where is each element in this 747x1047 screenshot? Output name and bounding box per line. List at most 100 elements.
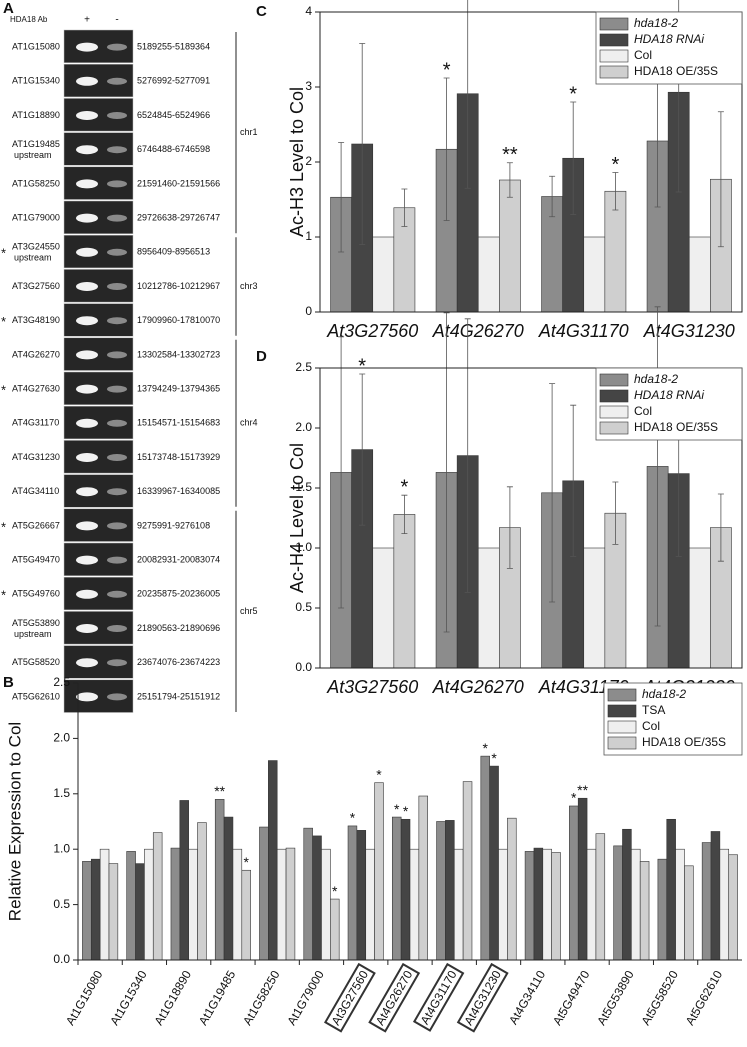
error-bar <box>359 43 366 245</box>
region-label: 13302584-13302723 <box>137 349 220 359</box>
legend-swatch <box>599 33 629 47</box>
gel-band <box>107 385 127 393</box>
region-label: 15173748-15173929 <box>137 452 220 462</box>
gel-band <box>107 77 127 85</box>
gel-band <box>76 521 98 531</box>
error-bar <box>549 383 556 603</box>
gene-label: AT1G18890 <box>12 110 60 120</box>
error-bar <box>570 404 577 557</box>
gene-label: AT1G58250 <box>12 178 60 188</box>
significance-mark: * <box>569 83 577 105</box>
x-tick-label: At5G49470 <box>550 968 593 1028</box>
legend-label: HDA18 RNAi <box>634 32 704 46</box>
x-tick-group: At4G34110 <box>506 968 548 1027</box>
bar <box>144 848 154 961</box>
category-box <box>323 962 376 1033</box>
gel-band <box>107 693 127 701</box>
bar <box>232 848 243 961</box>
category-box <box>412 962 465 1032</box>
bar <box>108 863 119 961</box>
error-bar <box>549 175 556 218</box>
y-tick-label: 1.0 <box>295 540 312 554</box>
region-label: 6746488-6746598 <box>137 144 210 154</box>
y-axis-title: Ac-H4 Level to Col <box>287 443 307 593</box>
y-tick-label: 1.5 <box>53 786 70 800</box>
gene-note: upstream <box>14 629 52 639</box>
gel-band <box>107 180 127 188</box>
bar <box>126 851 136 961</box>
bar <box>657 858 668 961</box>
legend-swatch <box>607 736 637 750</box>
bar <box>214 799 225 961</box>
gene-label: AT5G58520 <box>12 657 60 667</box>
bar <box>223 816 234 961</box>
bar <box>613 845 623 961</box>
star: * <box>1 246 6 261</box>
legend-label: hda18-2 <box>634 16 678 30</box>
gene-label: AT5G26667 <box>12 520 60 530</box>
x-tick-group: At5G49470 <box>550 968 593 1028</box>
legend-swatch <box>607 720 637 734</box>
gene-label: AT3G48190 <box>12 315 60 325</box>
bar <box>498 848 508 961</box>
legend-label: hda18-2 <box>642 687 686 701</box>
x-tick-label: At1G79000 <box>284 968 327 1028</box>
gel-band <box>107 625 127 632</box>
x-tick-group: At1G19485 <box>196 968 239 1028</box>
bar <box>507 817 517 961</box>
error-bar <box>338 336 345 609</box>
region-label: 21591460-21591566 <box>137 178 220 188</box>
x-tick-group: At3G27560 <box>323 962 376 1033</box>
bar <box>586 848 597 961</box>
x-tick-group: At1G79000 <box>284 968 327 1028</box>
bar <box>409 848 420 961</box>
region-label: 17909960-17810070 <box>137 315 220 325</box>
gel-band <box>107 43 127 51</box>
legend-swatch <box>599 405 629 419</box>
x-tick-label: At5G62610 <box>683 968 726 1028</box>
star: * <box>1 519 6 534</box>
y-tick-label: 0.0 <box>295 660 312 674</box>
x-tick-label: At4G34110 <box>506 968 548 1027</box>
x-tick-label: At3G27560 <box>326 677 418 697</box>
bar <box>688 547 711 669</box>
gene-label: AT1G19485 <box>12 139 60 149</box>
error-bar <box>443 77 450 221</box>
gel-band <box>107 590 127 598</box>
error-bar <box>612 172 619 211</box>
panel-label: C <box>256 3 267 20</box>
x-tick-group: At4G31230 <box>456 962 509 1033</box>
star: * <box>1 314 6 329</box>
gel-band <box>107 454 127 461</box>
region-label: 9275991-9276108 <box>137 520 210 530</box>
bar <box>241 869 251 961</box>
gel-band <box>107 556 127 564</box>
region-label: 23674076-23674223 <box>137 657 220 667</box>
legend-label: Col <box>634 404 652 418</box>
significance-mark: * <box>464 0 472 3</box>
plot-frame <box>319 367 743 669</box>
gel-band <box>76 282 98 291</box>
legend-swatch <box>607 688 637 702</box>
bar <box>365 848 375 961</box>
bar <box>285 847 296 961</box>
significance-mark: * <box>394 801 400 817</box>
gel-band <box>107 317 127 325</box>
error-bar <box>612 481 619 545</box>
bar <box>728 854 738 961</box>
significance-mark: * <box>443 59 451 81</box>
legend-label: HDA18 OE/35S <box>634 64 718 78</box>
significance-mark: ** <box>214 783 225 799</box>
legend-label: HDA18 OE/35S <box>634 420 718 434</box>
legend-label: TSA <box>642 703 665 717</box>
significance-mark: * <box>612 154 620 176</box>
x-tick-label: At5G58520 <box>638 968 681 1028</box>
bar <box>391 816 402 961</box>
gel-band <box>76 658 98 668</box>
bar <box>374 782 384 961</box>
gel-band <box>76 624 98 633</box>
bar <box>393 514 416 669</box>
gene-label: AT3G24550 <box>12 242 60 252</box>
gel-band <box>76 76 98 86</box>
